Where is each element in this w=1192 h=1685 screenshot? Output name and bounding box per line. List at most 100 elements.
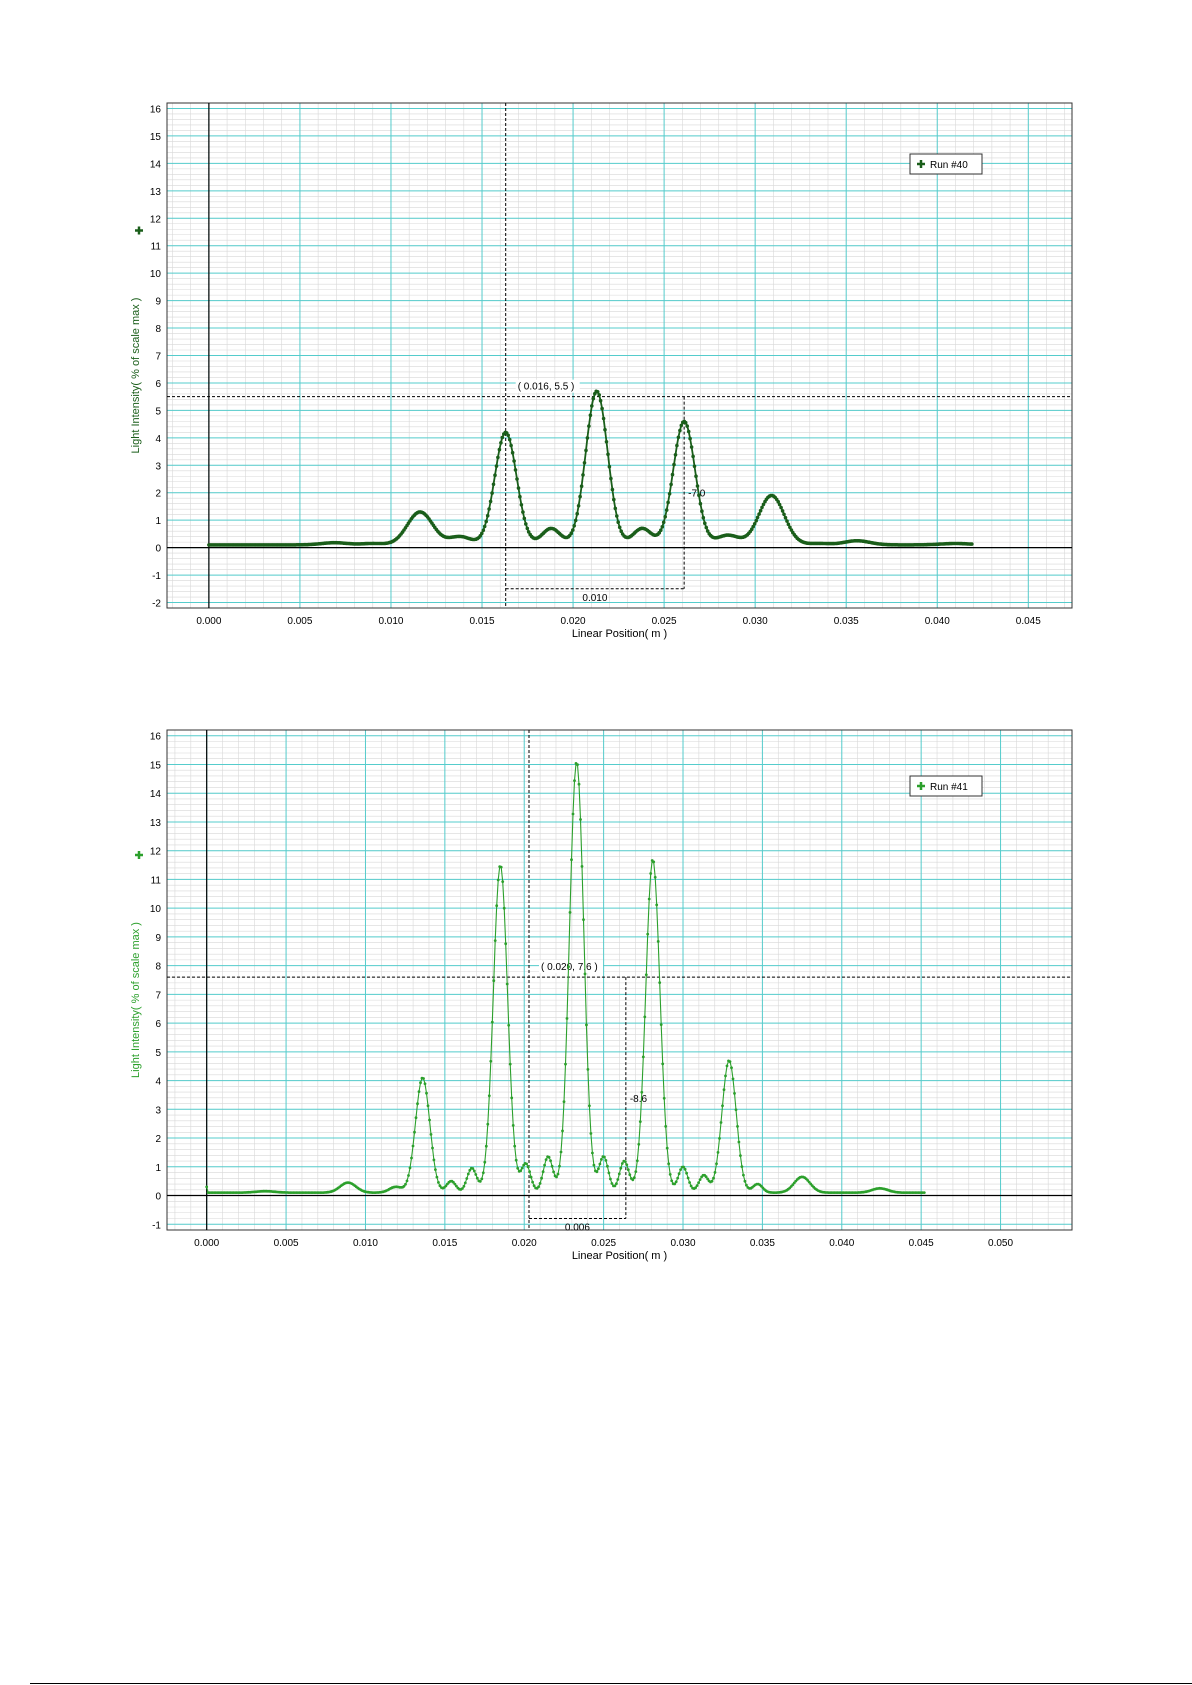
chart1-data-point <box>713 1171 717 1174</box>
chart1-y-tick-label: 14 <box>150 789 162 800</box>
chart1-data-point <box>495 904 499 908</box>
chart0-data-point <box>757 512 761 516</box>
chart0-series-points <box>207 389 974 547</box>
chart0-x-tick-label: 0.005 <box>287 616 312 627</box>
chart1-data-point <box>462 1184 466 1188</box>
chart1-data-point <box>740 1165 744 1168</box>
chart0-data-point <box>782 512 786 517</box>
chart0-data-point <box>582 461 587 465</box>
chart0-y-axis-label: Light Intensity( % of scale max ) <box>130 298 142 454</box>
chart1-data-point <box>461 1187 464 1190</box>
chart0-data-point <box>590 404 594 408</box>
chart1-y-tick-label: 11 <box>151 875 162 886</box>
chart0-data-point <box>970 542 974 546</box>
chart1-data-point <box>507 1023 511 1027</box>
chart1-data-point <box>528 1170 531 1174</box>
chart1-data-point <box>743 1179 747 1183</box>
chart1-x-tick-label: 0.015 <box>432 1238 457 1249</box>
chart0-plot-frame <box>166 102 1073 609</box>
chart0-data-point <box>609 476 613 481</box>
chart1-data-point <box>603 1155 606 1159</box>
chart0-data-point <box>758 508 763 513</box>
chart1-x-tick-label: 0.025 <box>591 1238 616 1249</box>
chart1-data-point <box>559 1150 563 1154</box>
chart1-y-tick-label: 10 <box>150 904 162 915</box>
chart1-data-point <box>653 875 657 879</box>
chart1-y-tick-label: 4 <box>155 1077 161 1088</box>
chart1-data-point <box>641 1055 645 1059</box>
chart0-data-point <box>513 468 518 472</box>
chart0-data-point <box>695 484 700 488</box>
chart1-data-point <box>698 1178 702 1181</box>
chart1-y-tick-label: 1 <box>155 1163 161 1174</box>
chart0-data-point <box>688 436 692 441</box>
chart1-plot-frame <box>166 729 1073 1231</box>
chart1-data-point <box>407 1174 410 1177</box>
chart0-data-point <box>691 454 695 459</box>
chart0-data-point <box>512 459 516 463</box>
chart0-data-point <box>572 524 576 528</box>
chart0-y-label-plus-icon <box>135 226 143 235</box>
chart1-data-point <box>706 1177 709 1181</box>
chart0-data-point <box>587 424 591 428</box>
chart1-y-tick-label: 15 <box>150 760 162 771</box>
chart0-data-point <box>493 473 497 478</box>
chart1-data-point <box>404 1182 407 1186</box>
chart1-data-point <box>689 1184 693 1188</box>
chart0-y-tick-label: 12 <box>150 214 162 225</box>
chart0-data-point <box>597 393 601 397</box>
chart0-data-point <box>666 500 670 505</box>
chart0-data-point <box>705 529 710 533</box>
chart1-data-point <box>649 872 653 875</box>
chart1-data-point <box>480 1177 484 1181</box>
chart1-data-point <box>466 1172 470 1176</box>
chart1-data-point <box>492 979 496 983</box>
chart1-data-point <box>583 972 587 976</box>
chart1-data-point <box>661 1062 665 1066</box>
chart0-data-point <box>664 508 669 512</box>
chart0-data-point <box>659 528 663 532</box>
chart1-data-point <box>516 1166 520 1170</box>
chart1-data-point <box>475 1176 479 1180</box>
chart1-data-point <box>549 1159 552 1163</box>
chart0-data-point <box>588 413 593 418</box>
chart0-data-point <box>488 499 493 504</box>
chart1-data-point <box>501 880 505 883</box>
chart1-data-point <box>597 1167 600 1171</box>
chart0-data-point <box>518 494 522 499</box>
chart0-data-point <box>576 504 581 508</box>
page-bottom-rule <box>30 1683 1192 1684</box>
chart1-data-point <box>504 942 508 946</box>
chart1-data-point <box>538 1182 542 1185</box>
chart1-data-point <box>405 1179 409 1183</box>
chart1-y-tick-label: -1 <box>152 1220 161 1231</box>
chart1-data-point <box>429 1133 433 1136</box>
chart0-y-tick-label: 4 <box>155 434 161 445</box>
chart0-data-point <box>613 506 618 511</box>
chart0-data-point <box>663 514 667 519</box>
chart0-major-grid <box>167 103 1072 608</box>
chart1-data-point <box>644 973 648 977</box>
chart1-data-point <box>623 1160 627 1163</box>
chart1-y-tick-label: 3 <box>155 1105 161 1116</box>
chart1-data-point <box>576 763 579 766</box>
chart0-y-tick-label: 8 <box>155 324 161 335</box>
chart1-data-point <box>694 1186 697 1190</box>
chart1-data-point <box>493 939 497 942</box>
chart0-y-tick-label: 6 <box>155 379 161 390</box>
chart1-data-point <box>631 1178 635 1182</box>
chart1-data-point <box>419 1081 422 1085</box>
chart0-y-tick-label: 7 <box>155 352 161 363</box>
chart0-data-point <box>603 427 607 432</box>
chart1-data-point <box>685 1171 688 1175</box>
chart1-data-point <box>513 1144 517 1148</box>
chart0-data-point <box>497 447 502 452</box>
chart1-data-point <box>688 1181 691 1184</box>
chart1-data-point <box>410 1156 413 1160</box>
chart0-data-point <box>604 440 609 444</box>
chart1-data-point <box>580 865 584 868</box>
chart0-data-point <box>571 528 575 532</box>
chart1-data-point <box>416 1102 419 1106</box>
chart0-y-tick-label: 5 <box>155 406 161 417</box>
chart1-data-point <box>737 1140 741 1144</box>
